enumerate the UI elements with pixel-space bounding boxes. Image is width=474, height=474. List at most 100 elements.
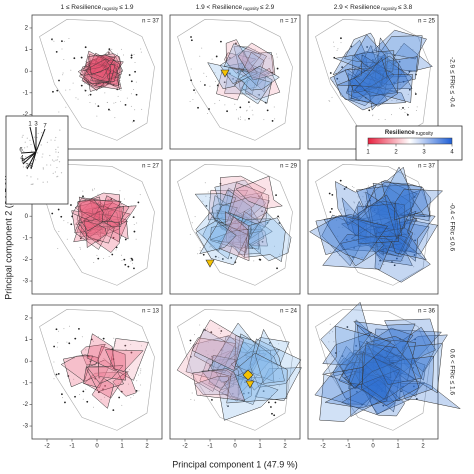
site-point bbox=[331, 355, 333, 357]
x-tick-label: -1 bbox=[345, 444, 351, 450]
site-point bbox=[226, 88, 228, 90]
site-point bbox=[135, 389, 138, 392]
site-point bbox=[58, 231, 60, 233]
site-point bbox=[379, 253, 381, 255]
convex-hull bbox=[85, 59, 111, 82]
site-point bbox=[382, 404, 385, 407]
site-point bbox=[377, 350, 379, 352]
site-point bbox=[205, 75, 207, 77]
site-point bbox=[259, 372, 261, 374]
site-point bbox=[258, 378, 260, 380]
site-point bbox=[120, 204, 122, 206]
site-point bbox=[265, 196, 267, 198]
site-point bbox=[140, 370, 142, 372]
header-text: ≤ 3.8 bbox=[398, 4, 413, 11]
site-point bbox=[66, 341, 68, 343]
site-point bbox=[56, 89, 59, 92]
site-point bbox=[97, 105, 100, 107]
site-point bbox=[111, 371, 113, 373]
inset-point bbox=[24, 141, 26, 143]
site-point bbox=[380, 390, 383, 393]
site-point bbox=[127, 383, 129, 385]
site-point bbox=[55, 373, 58, 376]
header-text: 1.9 < Resilience bbox=[196, 4, 243, 11]
inset-point bbox=[55, 151, 57, 153]
site-point bbox=[359, 362, 361, 364]
row-label: -2.9 ≤ FRic ≤ -0.4 bbox=[448, 57, 455, 108]
x-tick-label: -2 bbox=[44, 444, 50, 450]
convex-hull bbox=[209, 228, 252, 258]
site-point bbox=[79, 248, 81, 250]
loading-vector bbox=[20, 151, 37, 154]
site-point bbox=[406, 113, 409, 116]
site-point bbox=[117, 241, 119, 243]
site-point bbox=[201, 47, 203, 49]
site-point bbox=[254, 48, 256, 50]
site-point bbox=[345, 238, 348, 241]
site-point bbox=[74, 337, 77, 340]
site-point bbox=[400, 46, 402, 48]
site-point bbox=[203, 72, 205, 74]
marker bbox=[205, 259, 215, 268]
x-tick-label: 0 bbox=[233, 444, 237, 450]
site-point bbox=[271, 120, 274, 122]
panel: n = 13 bbox=[31, 304, 163, 440]
site-point bbox=[123, 258, 126, 261]
site-point bbox=[220, 332, 222, 334]
site-point bbox=[189, 233, 191, 235]
site-point bbox=[353, 187, 355, 189]
site-point bbox=[232, 77, 234, 80]
convex-hull bbox=[394, 188, 444, 221]
convex-hull bbox=[334, 181, 377, 226]
site-point bbox=[134, 70, 136, 73]
site-point bbox=[257, 93, 259, 95]
convex-hull bbox=[374, 37, 413, 89]
site-point bbox=[214, 103, 216, 105]
site-point bbox=[134, 109, 136, 111]
site-point bbox=[233, 353, 235, 356]
site-point bbox=[202, 200, 204, 202]
site-point bbox=[412, 49, 414, 51]
convex-hull bbox=[85, 359, 124, 392]
site-point bbox=[131, 259, 134, 261]
y-tick-label: 0 bbox=[25, 69, 29, 75]
site-point bbox=[199, 394, 201, 396]
inset-point bbox=[55, 136, 57, 139]
site-point bbox=[376, 381, 378, 383]
site-point bbox=[347, 209, 349, 211]
site-point bbox=[141, 345, 143, 347]
site-point bbox=[415, 398, 418, 400]
convex-hull bbox=[337, 54, 395, 88]
hull bbox=[315, 19, 431, 141]
site-point bbox=[202, 253, 205, 256]
convex-hull bbox=[80, 343, 106, 366]
site-point bbox=[348, 74, 350, 76]
site-point bbox=[258, 93, 261, 96]
site-point bbox=[129, 369, 131, 371]
site-point bbox=[338, 350, 340, 352]
site-point bbox=[270, 406, 272, 408]
site-point bbox=[349, 348, 351, 350]
site-point bbox=[274, 353, 276, 355]
x-tick-label: 2 bbox=[283, 444, 287, 450]
site-point bbox=[130, 56, 133, 59]
site-point bbox=[358, 205, 360, 207]
site-point bbox=[119, 233, 121, 235]
site-point bbox=[226, 110, 228, 113]
convex-hull bbox=[98, 345, 126, 381]
site-point bbox=[379, 259, 382, 262]
n-label: n = 37 bbox=[142, 19, 160, 25]
site-point bbox=[53, 40, 55, 42]
convex-hull bbox=[243, 217, 286, 263]
convex-hull bbox=[349, 344, 416, 417]
x-tick-label: 0 bbox=[371, 444, 375, 450]
site-point bbox=[416, 106, 418, 108]
inset-label: 4 bbox=[20, 156, 24, 162]
site-point bbox=[211, 58, 213, 60]
convex-hull bbox=[219, 373, 279, 421]
site-point bbox=[279, 378, 281, 380]
site-point bbox=[132, 262, 134, 264]
panel: n = 25 bbox=[307, 14, 439, 150]
site-point bbox=[373, 209, 376, 212]
site-point bbox=[332, 331, 334, 333]
